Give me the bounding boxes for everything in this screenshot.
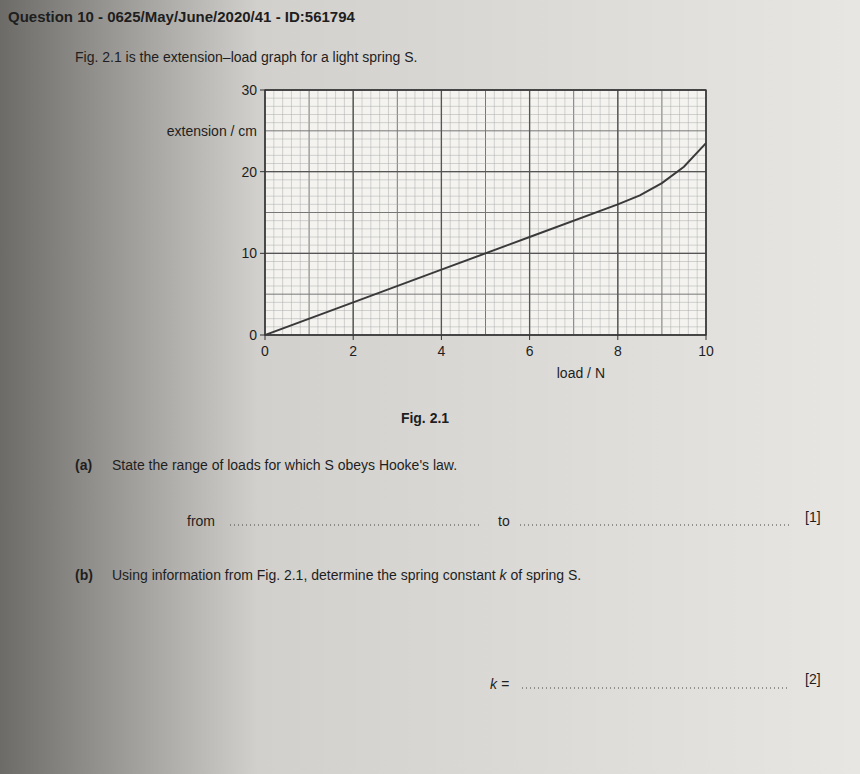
minor-grid xyxy=(265,261,706,262)
minor-grid xyxy=(265,179,706,180)
minor-grid xyxy=(265,277,706,278)
minor-grid xyxy=(265,269,706,270)
minor-grid xyxy=(529,90,530,335)
marks: [2] xyxy=(805,671,821,687)
minor-grid xyxy=(617,90,618,335)
minor-grid xyxy=(265,106,706,107)
minor-grid xyxy=(265,294,706,295)
y-tick xyxy=(260,90,265,91)
x-tick-label: 8 xyxy=(614,343,622,359)
minor-grid xyxy=(265,326,706,327)
minor-grid xyxy=(265,114,706,115)
x-tick xyxy=(706,335,707,340)
header-title: Question 10 - 0625/May/June/2020/41 - ID… xyxy=(8,8,356,25)
answer-line xyxy=(520,524,790,525)
x-tick-label: 0 xyxy=(261,343,269,359)
minor-grid xyxy=(265,171,706,172)
x-tick-label: 10 xyxy=(698,343,714,359)
answer-line xyxy=(522,687,790,688)
x-tick xyxy=(617,335,618,340)
text-part: Using information from Fig. 2.1, determi… xyxy=(112,567,500,583)
minor-grid xyxy=(265,245,706,246)
x-tick xyxy=(265,335,266,340)
x-tick xyxy=(529,335,530,340)
data-group xyxy=(265,143,706,335)
plot-bg xyxy=(265,90,706,335)
minor-grid xyxy=(265,188,706,189)
question-text: Using information from Fig. 2.1, determi… xyxy=(112,567,581,583)
minor-grid xyxy=(265,130,706,131)
question-label: (b) xyxy=(75,567,93,583)
minor-grid xyxy=(265,139,706,140)
minor-grid xyxy=(353,90,354,335)
question-label: (a) xyxy=(75,457,92,473)
minor-grid xyxy=(265,286,706,287)
minor-grid xyxy=(265,147,706,148)
x-tick-label: 2 xyxy=(349,343,357,359)
minor-grid xyxy=(265,212,706,213)
x-tick-label: 6 xyxy=(526,343,534,359)
minor-grid xyxy=(265,122,706,123)
y-tick-label: 20 xyxy=(241,164,257,180)
minor-grid xyxy=(265,163,706,164)
minor-grid xyxy=(265,302,706,303)
y-grid xyxy=(265,171,706,172)
x-tick xyxy=(353,335,354,340)
y-tick-label: 10 xyxy=(241,245,257,261)
paper xyxy=(0,0,860,774)
x-tick xyxy=(441,335,442,340)
x-tick-label: 4 xyxy=(438,343,446,359)
x-axis-label: load / N xyxy=(557,365,605,381)
marks: [1] xyxy=(805,509,821,525)
x-grid xyxy=(617,90,618,335)
minor-grid xyxy=(265,220,706,221)
figure-caption: Fig. 2.1 xyxy=(401,410,449,426)
answer-prefix: from xyxy=(187,513,215,529)
x-grid xyxy=(441,90,442,335)
y-tick-label: 0 xyxy=(249,327,257,343)
question-text: State the range of loads for which S obe… xyxy=(112,457,457,473)
plot-frame xyxy=(265,90,706,335)
answer-prefix: to xyxy=(498,513,510,529)
intro: Fig. 2.1 is the extension–load graph for… xyxy=(75,49,417,65)
answer-prefix: k = xyxy=(490,676,509,692)
minor-grid xyxy=(265,98,706,99)
minor-grid xyxy=(265,237,706,238)
answer-line xyxy=(230,524,480,525)
minor-grid xyxy=(265,228,706,229)
y-tick xyxy=(260,171,265,172)
y-axis-label: extension / cm xyxy=(167,123,257,139)
curve xyxy=(265,143,706,335)
minor-grid xyxy=(441,90,442,335)
x-grid xyxy=(529,90,530,335)
text-part: State the range of loads for which S obe… xyxy=(112,457,457,473)
minor-grid xyxy=(265,155,706,156)
y-tick xyxy=(260,335,265,336)
minor-grid xyxy=(265,318,706,319)
y-tick xyxy=(260,253,265,254)
minor-grid xyxy=(265,204,706,205)
text-part: of spring S. xyxy=(507,567,582,583)
y-tick-label: 30 xyxy=(241,82,257,98)
x-grid xyxy=(353,90,354,335)
page: Question 10 - 0625/May/June/2020/41 - ID… xyxy=(0,0,860,774)
